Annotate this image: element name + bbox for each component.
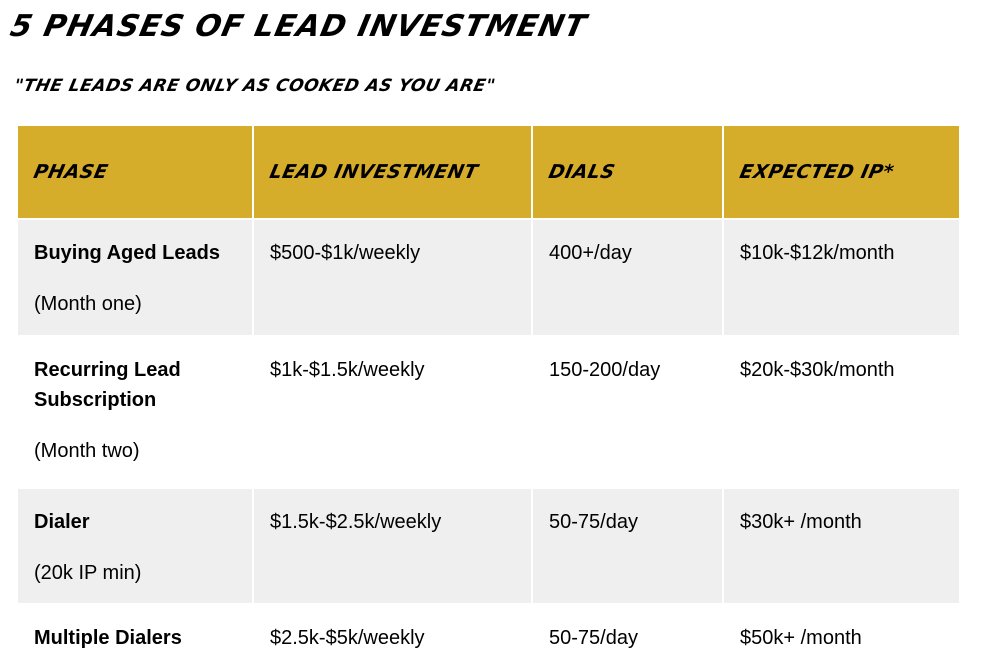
header-dials: Dials bbox=[531, 124, 724, 220]
phase-name: Buying Aged Leads bbox=[34, 242, 220, 264]
investment-cell: $1.5k-$2.5k/weekly bbox=[252, 487, 533, 605]
header-phase: Phase bbox=[16, 124, 254, 220]
table-row: Dialer (20k IP min) $1.5k-$2.5k/weekly 5… bbox=[16, 487, 961, 605]
header-expected-ip: Expected IP* bbox=[722, 124, 961, 220]
phase-name: Dialer bbox=[34, 511, 90, 533]
phase-cell: Recurring Lead Subscription (Month two) bbox=[16, 335, 254, 489]
table-row: Multiple Dialers $2.5k-$5k/weekly 50-75/… bbox=[16, 603, 961, 672]
phase-cell: Buying Aged Leads (Month one) bbox=[16, 218, 254, 337]
phase-note: (20k IP min) bbox=[34, 562, 142, 584]
phase-note: (Month one) bbox=[34, 293, 142, 315]
expected-ip-cell: $10k-$12k/month bbox=[722, 218, 961, 337]
table-header-row: Phase Lead Investment Dials Expected IP* bbox=[16, 124, 961, 220]
phase-name: Recurring Lead Subscription bbox=[34, 359, 181, 411]
dials-cell: 150-200/day bbox=[531, 335, 724, 489]
table-row: Buying Aged Leads (Month one) $500-$1k/w… bbox=[16, 218, 961, 337]
page-title: 5 Phases of Lead Investment bbox=[7, 9, 591, 44]
investment-cell: $1k-$1.5k/weekly bbox=[252, 335, 533, 489]
page-subtitle: "The leads are only as cooked as you are… bbox=[12, 76, 498, 96]
phase-cell: Multiple Dialers bbox=[16, 603, 254, 672]
expected-ip-cell: $20k-$30k/month bbox=[722, 335, 961, 489]
expected-ip-cell: $50k+ /month bbox=[722, 603, 961, 672]
dials-cell: 50-75/day bbox=[531, 603, 724, 672]
phase-name: Multiple Dialers bbox=[34, 627, 182, 649]
table-row: Recurring Lead Subscription (Month two) … bbox=[16, 335, 961, 489]
investment-cell: $2.5k-$5k/weekly bbox=[252, 603, 533, 672]
phase-cell: Dialer (20k IP min) bbox=[16, 487, 254, 605]
phase-note: (Month two) bbox=[34, 440, 140, 462]
dials-cell: 50-75/day bbox=[531, 487, 724, 605]
header-lead-investment: Lead Investment bbox=[252, 124, 533, 220]
lead-investment-table: Phase Lead Investment Dials Expected IP*… bbox=[16, 124, 961, 672]
expected-ip-cell: $30k+ /month bbox=[722, 487, 961, 605]
dials-cell: 400+/day bbox=[531, 218, 724, 337]
investment-cell: $500-$1k/weekly bbox=[252, 218, 533, 337]
